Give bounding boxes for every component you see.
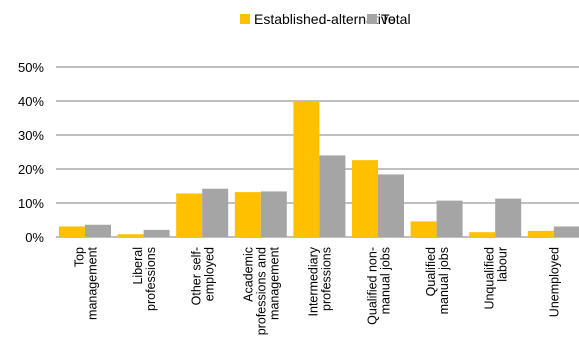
legend-label-total: Total [381, 11, 411, 27]
y-tick-label: 10% [18, 196, 44, 211]
bar-total-2 [202, 188, 229, 237]
bar-established-alternative-0 [59, 226, 85, 237]
bar-established-alternative-1 [117, 234, 144, 237]
x-tick-label: Unemployed [548, 247, 562, 317]
y-tick-label: 0% [25, 230, 44, 245]
bar-established-alternative-4 [293, 101, 320, 237]
bar-total-7 [495, 198, 522, 237]
bar-total-8 [553, 226, 579, 237]
x-tick-label: labour [496, 247, 510, 282]
x-tick-label: professions [320, 247, 334, 311]
x-tick-label: management [85, 246, 99, 319]
legend-swatch-established-alternative [240, 14, 250, 24]
bar-established-alternative-8 [527, 230, 554, 237]
bar-established-alternative-7 [469, 232, 496, 237]
x-tick-label: Intermediary [307, 246, 321, 316]
legend-swatch-total [367, 14, 377, 24]
x-tick-label: professions and [255, 247, 269, 335]
bar-total-6 [436, 200, 463, 237]
y-tick-label: 30% [18, 128, 44, 143]
bar-total-1 [143, 229, 170, 237]
y-tick-label: 40% [18, 94, 44, 109]
x-axis: Top management Liberal professions Other sel… [72, 246, 561, 335]
x-tick-label: professions [144, 247, 158, 311]
x-tick-label: employed [203, 247, 217, 301]
bar-established-alternative-5 [352, 160, 378, 237]
x-tick-label: Unqualified [483, 247, 497, 310]
bar-total-3 [260, 191, 287, 237]
x-tick-label: manual jobs [378, 247, 392, 314]
bar-total-5 [378, 174, 404, 237]
x-tick-label: management [268, 246, 282, 319]
x-tick-label: manual jobs [437, 247, 451, 314]
y-tick-label: 20% [18, 162, 44, 177]
x-tick-label: Top [72, 247, 86, 267]
x-tick-label: Qualified [424, 247, 438, 296]
x-tick-label: Academic [242, 247, 256, 302]
bar-total-0 [85, 224, 111, 237]
legend-label-established-alternative: Established-alternative [254, 11, 396, 27]
y-tick-label: 50% [18, 60, 44, 75]
bar-established-alternative-2 [176, 193, 203, 237]
bars [59, 101, 579, 237]
bar-established-alternative-3 [234, 192, 261, 237]
bar-total-4 [319, 155, 346, 237]
x-tick-label: Liberal [131, 247, 145, 285]
bar-established-alternative-6 [410, 221, 437, 237]
x-tick-label: Other self- [190, 247, 204, 305]
y-axis: 0% 10% 20% 30% 40% 50% [18, 60, 44, 245]
x-tick-label: Qualified non- [365, 247, 379, 325]
